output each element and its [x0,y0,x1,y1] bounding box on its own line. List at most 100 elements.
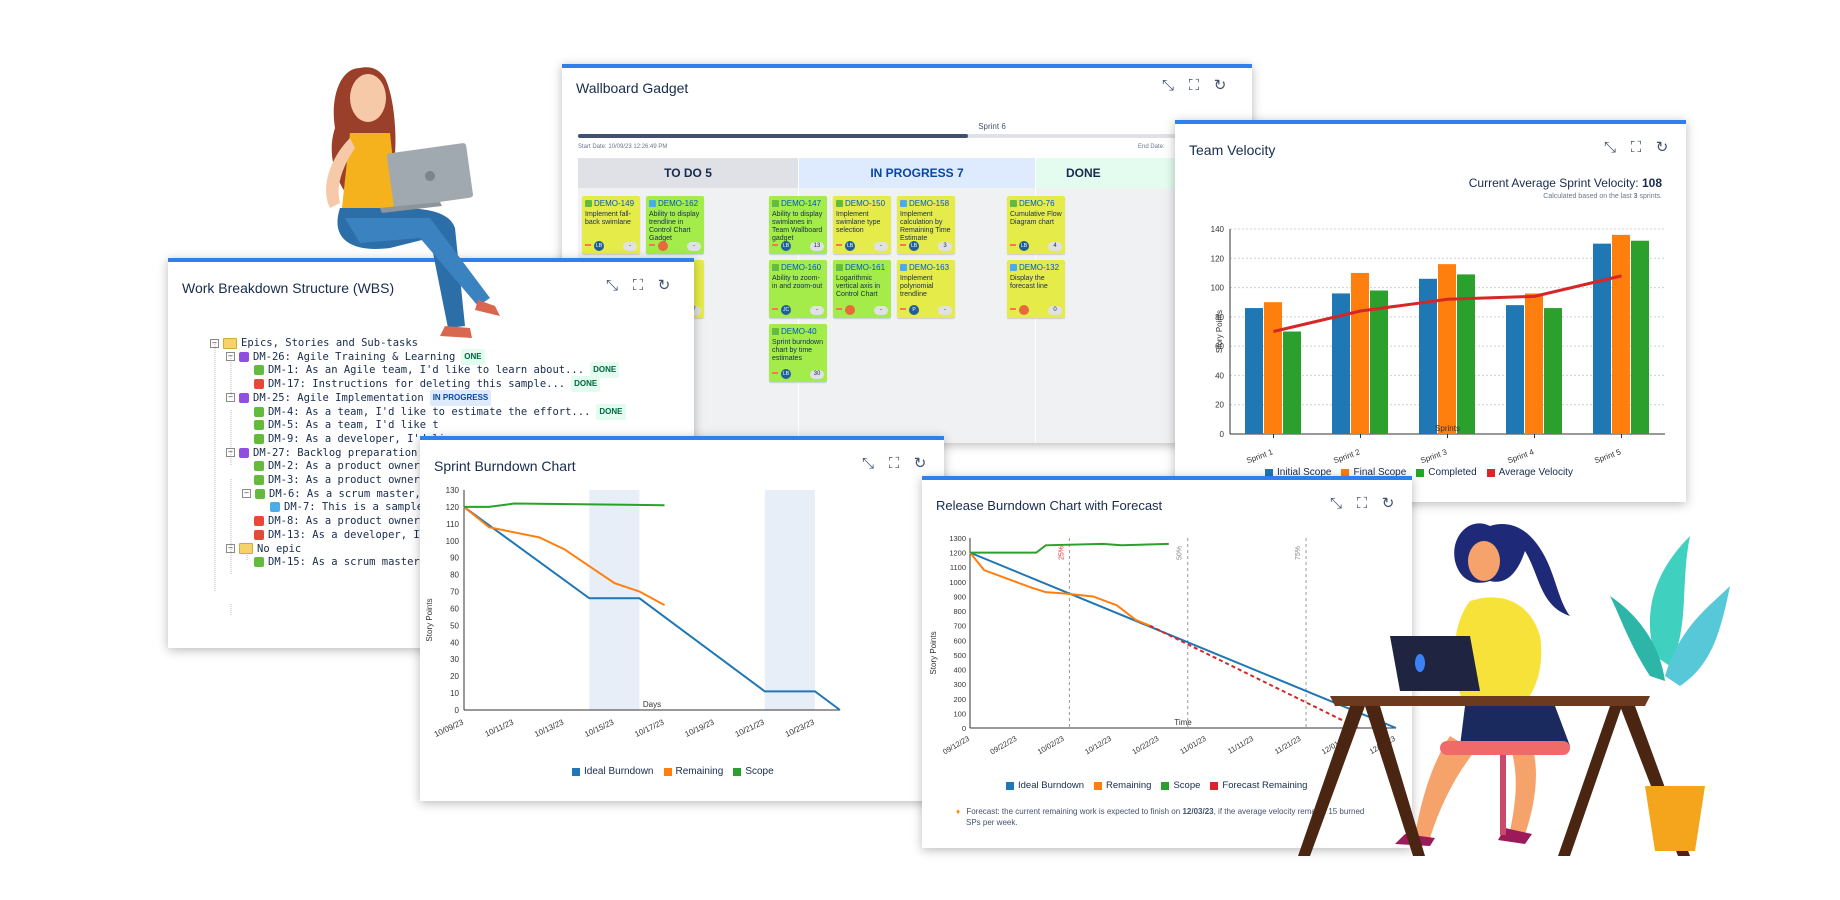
sprint-burndown-legend: Ideal Burndown Remaining Scope [572,766,774,777]
wbs-node[interactable]: − DM-26: Agile Training & Learning ONE [226,348,485,365]
issue-key[interactable]: DEMO-150 [845,199,886,208]
issue-card[interactable]: DEMO-160 Ability to zoom-in and zoom-out J… [769,260,827,318]
issue-key[interactable]: DEMO-163 [909,263,950,272]
refresh-icon[interactable]: ↻ [1381,495,1395,512]
legend-label: Completed [1428,467,1477,478]
wbs-node[interactable]: DM-1: As an Agile team, I'd like to lear… [254,362,620,379]
forecast-line2: SPs per week. [966,818,1018,827]
refresh-icon[interactable]: ↻ [1655,139,1669,156]
wbs-node[interactable]: DM-4: As a team, I'd like to estimate th… [254,403,626,420]
woman-at-desk-illustration [1298,523,1730,856]
fullscreen-icon[interactable]: ⛶ [1630,139,1642,156]
fullscreen-icon[interactable]: ⛶ [1188,77,1200,94]
issue-card[interactable]: DEMO-162 Ability to display trendline in … [646,196,704,254]
y-tick-label: 70 [450,588,459,597]
collapse-icon[interactable]: ⤡ [605,277,618,294]
wbs-node[interactable]: − No epic [226,542,301,556]
weekend-band [764,490,815,710]
issue-key[interactable]: DEMO-132 [1019,263,1060,272]
issue-card[interactable]: DEMO-40 Sprint burndown chart by time est… [769,324,827,382]
wbs-node[interactable]: DM-5: As a team, I'd like t [254,418,439,432]
fullscreen-icon[interactable]: ⛶ [632,277,644,294]
wbs-node-label: DM-13: As a developer, I c [268,528,433,541]
release-burndown-tools: ⤡ ⛶ ↻ [1328,496,1396,512]
legend-item[interactable]: Initial Scope [1265,467,1331,478]
collapse-icon[interactable]: ⤡ [1329,495,1342,512]
issue-card[interactable]: DEMO-149 Implement fall-back swimlane LB - [582,196,640,254]
expand-toggle-icon[interactable]: − [242,489,251,499]
legend-label: Remaining [675,766,724,777]
issue-key[interactable]: DEMO-162 [658,199,699,208]
legend-item[interactable]: Scope [1161,780,1200,791]
story-icon [254,557,264,568]
wbs-node[interactable]: DM-2: As a product owner, [254,459,426,473]
wbs-node[interactable]: − Epics, Stories and Sub-tasks [210,336,418,350]
issue-key[interactable]: DEMO-40 [781,327,817,336]
wbs-node[interactable]: − DM-6: As a scrum master, [242,487,421,501]
expand-toggle-icon[interactable]: − [226,544,235,553]
wbs-node-label: DM-25: Agile Implementation [253,391,424,404]
issue-card[interactable]: DEMO-147 Ability to display swimlanes in … [769,196,827,254]
refresh-icon[interactable]: ↻ [1213,77,1227,94]
avatar: LB [845,241,855,251]
sprint-progress-fill [578,134,968,138]
fullscreen-icon[interactable]: ⛶ [1356,495,1368,512]
issue-card[interactable]: DEMO-132 Display the forecast line 0 [1007,260,1065,318]
expand-toggle-icon[interactable]: − [226,352,235,362]
wbs-node[interactable]: DM-8: As a product owner, [254,514,426,528]
wbs-node[interactable]: DM-3: As a product owner, [254,473,426,487]
issue-key[interactable]: DEMO-149 [594,199,635,208]
issue-card[interactable]: DEMO-150 Implement swimlane type selectio… [833,196,891,254]
legend-swatch [1416,468,1425,477]
x-tick-label: 10/22/23 [1131,734,1161,756]
legend-label: Scope [745,766,774,777]
expand-toggle-icon[interactable]: − [226,393,235,403]
wbs-node[interactable]: DM-17: Instructions for deleting this sa… [254,376,601,393]
wbs-node[interactable]: DM-9: As a developer, I'd li [254,432,445,446]
legend-item[interactable]: Forecast Remaining [1210,780,1307,791]
issue-key[interactable]: DEMO-160 [781,263,822,272]
bar [1631,240,1649,434]
refresh-icon[interactable]: ↻ [913,455,927,472]
y-tick-label: 10 [450,689,459,698]
wbs-node[interactable]: DM-13: As a developer, I c [254,528,432,542]
wbs-tree-lines [214,342,248,616]
issue-summary: Ability to display trendline in Control … [649,211,700,242]
story-points-badge: - [623,242,637,251]
collapse-icon[interactable]: ⤡ [1161,77,1174,94]
collapse-icon[interactable]: ⤡ [861,455,874,472]
issue-key[interactable]: DEMO-147 [781,199,822,208]
expand-toggle-icon[interactable]: − [210,338,219,348]
issue-card[interactable]: DEMO-163 Implement polynomial trendline P - [897,260,955,318]
y-tick-label: 100 [1211,284,1225,293]
wbs-node[interactable]: − DM-25: Agile Implementation IN PROGRESS [226,389,492,406]
velocity-legend: Initial Scope Final Scope Completed Average… [1265,467,1573,478]
issue-key[interactable]: DEMO-158 [909,199,950,208]
wbs-node-label: DM-27: Backlog preparation [253,446,418,459]
expand-toggle-icon[interactable]: − [226,448,235,458]
legend-item[interactable]: Ideal Burndown [572,766,654,777]
issue-card[interactable]: DEMO-161 Logarithmic vertical axis in Con… [833,260,891,318]
legend-swatch [1006,781,1014,790]
story-icon [254,461,264,472]
legend-item[interactable]: Completed [1416,467,1477,478]
wbs-node[interactable]: − DM-27: Backlog preparation [226,446,417,460]
collapse-icon[interactable]: ⤡ [1603,139,1616,156]
legend-item[interactable]: Scope [733,766,774,777]
x-tick-label: 10/13/23 [533,717,566,739]
issue-key[interactable]: DEMO-161 [845,263,886,272]
legend-item[interactable]: Remaining [663,766,724,777]
fullscreen-icon[interactable]: ⛶ [888,455,900,472]
legend-item[interactable]: Final Scope [1341,467,1406,478]
refresh-icon[interactable]: ↻ [657,277,671,294]
wbs-node[interactable]: DM-7: This is a sample t [270,500,436,514]
legend-item[interactable]: Ideal Burndown [1006,780,1084,791]
legend-item[interactable]: Average Velocity [1486,467,1573,478]
wbs-node[interactable]: DM-15: As a scrum master, [254,555,426,569]
priority-icon [772,244,778,249]
issue-key[interactable]: DEMO-76 [1019,199,1055,208]
issue-card[interactable]: DEMO-158 Implement calculation by Remaini… [897,196,955,254]
legend-item[interactable]: Remaining [1094,780,1151,791]
issue-card[interactable]: DEMO-76 Cumulative Flow Diagram chart LB 4 [1007,196,1065,254]
y-tick-label: 800 [953,607,966,616]
